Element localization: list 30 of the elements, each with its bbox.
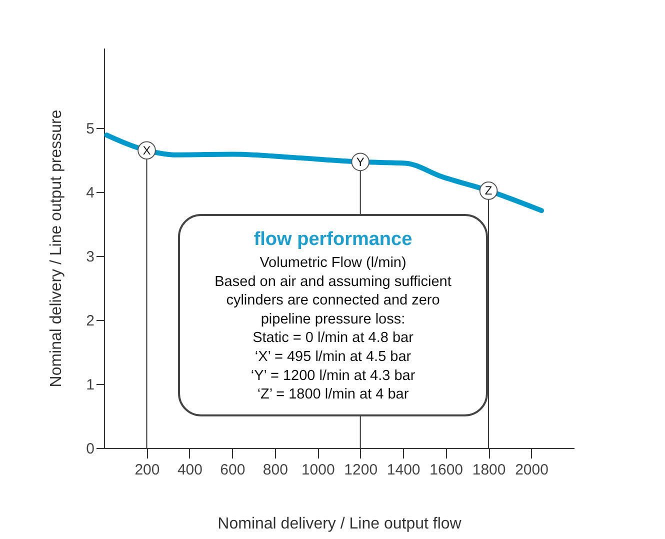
x-axis-title: Nominal delivery / Line output flow (218, 516, 462, 532)
x-tick-label: 1800 (472, 462, 506, 478)
annotation: Volumetric Flow (l/min) (260, 255, 406, 271)
annotation: Static = 0 l/min at 4.8 bar (252, 330, 414, 346)
annotation: ‘Y’ = 1200 l/min at 4.3 bar (250, 368, 416, 384)
x-tick-label: 2000 (515, 462, 548, 478)
x-tick-label: 1600 (430, 462, 464, 478)
x-tick-label: 600 (220, 462, 246, 478)
annotation: ‘X’ = 495 l/min at 4.5 bar (254, 349, 412, 365)
annotation: pipeline pressure loss: (260, 311, 406, 328)
annotation: X (142, 143, 151, 158)
text: flow performance (254, 229, 412, 250)
x-tick-label: 400 (177, 462, 202, 478)
x-tick-label: 800 (262, 462, 288, 478)
y-tick-label: 5 (86, 120, 94, 138)
x-tick-label: 1000 (301, 462, 335, 478)
annotation: cylinders are connected and zero (226, 292, 440, 309)
annotation: ‘Z’ = 1800 l/min at 4 bar (257, 386, 409, 403)
y-axis-title: Nominal delivery / Line output pressure (48, 110, 66, 388)
y-tick-label: 3 (86, 248, 94, 266)
y-tick-label: 1 (86, 376, 94, 394)
y-tick-label: 2 (86, 312, 94, 330)
x-tick-label: 1400 (386, 462, 420, 478)
annotation: Z (484, 184, 492, 198)
y-tick-label: 4 (86, 184, 94, 202)
y-tick-label: 0 (86, 440, 94, 458)
x-tick-label: 1200 (344, 462, 378, 478)
x-tick-label: 200 (134, 462, 160, 478)
annotation: Based on air and assuming sufficient (214, 274, 452, 290)
annotation: Y (356, 154, 364, 169)
